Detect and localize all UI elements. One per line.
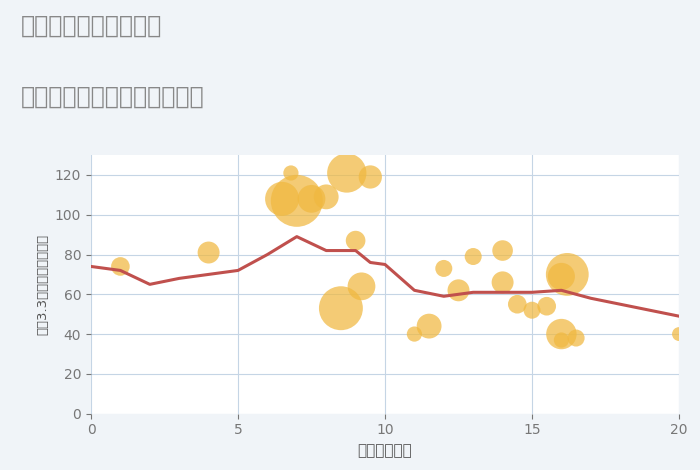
Point — [556, 330, 567, 338]
Point — [203, 249, 214, 256]
Point — [570, 334, 582, 342]
Point — [341, 169, 352, 177]
Point — [526, 306, 538, 314]
Point — [556, 273, 567, 280]
Point — [115, 263, 126, 270]
Text: 駅距離別中古マンション価格: 駅距離別中古マンション価格 — [21, 85, 204, 109]
Point — [276, 195, 288, 203]
Point — [541, 303, 552, 310]
Text: 愛知県稲沢市東緑町の: 愛知県稲沢市東緑町の — [21, 14, 162, 38]
Point — [468, 253, 479, 260]
Point — [512, 300, 523, 308]
Point — [438, 265, 449, 272]
Point — [356, 282, 367, 290]
Point — [286, 169, 297, 177]
X-axis label: 駅距離（分）: 駅距離（分） — [358, 443, 412, 458]
Point — [453, 287, 464, 294]
Point — [561, 271, 573, 278]
Point — [291, 197, 302, 204]
Point — [556, 336, 567, 344]
Point — [306, 195, 317, 203]
Point — [365, 173, 376, 181]
Y-axis label: 坪（3.3㎡）単価（万円）: 坪（3.3㎡）単価（万円） — [36, 234, 49, 335]
Point — [409, 330, 420, 338]
Point — [497, 247, 508, 254]
Point — [497, 279, 508, 286]
Point — [673, 330, 685, 338]
Point — [350, 237, 361, 244]
Point — [335, 305, 346, 312]
Point — [321, 193, 332, 201]
Point — [424, 322, 435, 330]
